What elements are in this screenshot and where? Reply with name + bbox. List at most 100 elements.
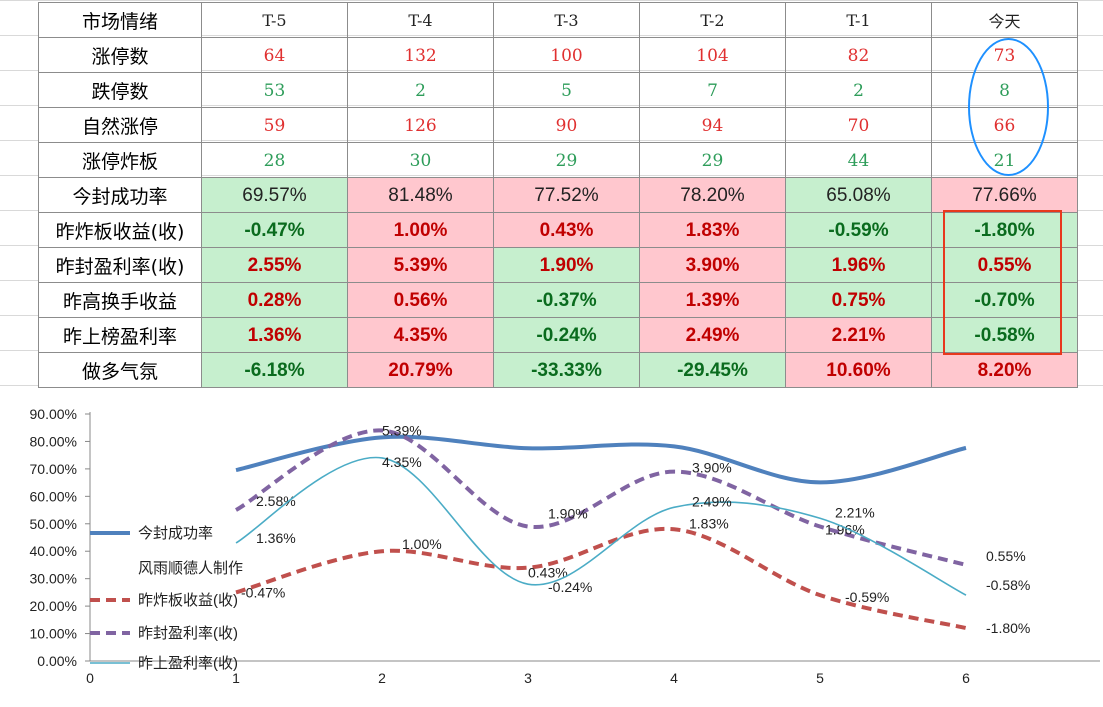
row-label-2: 自然涨停	[38, 107, 202, 143]
row-label-1-text: 跌停数	[91, 80, 149, 103]
cell-9-5: 8.20%	[931, 352, 1078, 388]
data-label: 1.83%	[689, 515, 729, 531]
row-label-6: 昨封盈利率(收)	[38, 247, 202, 283]
cell-4-0-text: 69.57%	[242, 184, 307, 206]
y-tick-label: 30.00%	[30, 571, 77, 587]
row-label-7-text: 昨高换手收益	[62, 290, 177, 313]
header-col-3-text: T-2	[700, 11, 725, 30]
legend-label: 昨上盈利率(收)	[138, 655, 238, 672]
x-tick-label: 6	[962, 670, 970, 686]
cell-5-2-text: 0.43%	[539, 219, 594, 241]
cell-0-2: 100	[493, 37, 640, 73]
cell-5-4: -0.59%	[785, 212, 932, 248]
cell-6-2-text: 1.90%	[539, 254, 594, 276]
table-row: 涨停数 64 132 100 104 82 73	[38, 37, 1078, 73]
cell-6-1-text: 5.39%	[393, 254, 448, 276]
cell-2-2: 90	[493, 107, 640, 143]
cell-3-2-text: 29	[555, 151, 578, 171]
cell-5-2: 0.43%	[493, 212, 640, 248]
cell-3-3: 29	[639, 142, 786, 178]
cell-3-0-text: 28	[263, 151, 286, 171]
table-row: 做多气氛 -6.18% 20.79% -33.33% -29.45% 10.60% 8.20…	[38, 352, 1078, 388]
cell-8-3: 2.49%	[639, 317, 786, 353]
cell-4-5: 77.66%	[931, 177, 1078, 213]
cell-4-3: 78.20%	[639, 177, 786, 213]
cell-2-0: 59	[201, 107, 348, 143]
cell-1-1-text: 2	[415, 81, 426, 101]
data-label: 1.90%	[548, 506, 588, 522]
cell-1-0-text: 53	[263, 81, 286, 101]
cell-8-0: 1.36%	[201, 317, 348, 353]
data-label: 4.35%	[382, 454, 422, 470]
header-col-2-text: T-3	[554, 11, 579, 30]
cell-7-1: 0.56%	[347, 282, 494, 318]
header-col-4-text: T-1	[846, 11, 871, 30]
cell-8-2-text: -0.24%	[536, 324, 597, 346]
table-row: 昨高换手收益 0.28% 0.56% -0.37% 1.39% 0.75% -0.70%	[38, 282, 1078, 318]
cell-0-4-text: 82	[847, 46, 870, 66]
cell-3-4: 44	[785, 142, 932, 178]
cell-4-5-text: 77.66%	[972, 184, 1037, 206]
cell-9-4-text: 10.60%	[826, 359, 891, 381]
cell-4-2-text: 77.52%	[534, 184, 599, 206]
row-label-0: 涨停数	[38, 37, 202, 73]
cell-9-1-text: 20.79%	[388, 359, 453, 381]
cell-0-1-text: 132	[404, 46, 437, 66]
cell-1-4-text: 2	[853, 81, 864, 101]
cell-7-1-text: 0.56%	[393, 289, 448, 311]
y-tick-label: 40.00%	[30, 543, 77, 559]
row-label-9-text: 做多气氛	[81, 360, 158, 383]
data-label: -1.80%	[986, 620, 1030, 636]
cell-7-2: -0.37%	[493, 282, 640, 318]
y-tick-label: 80.00%	[30, 433, 77, 449]
series-line-0	[235, 434, 967, 485]
cell-5-3-text: 1.83%	[685, 219, 740, 241]
y-tick-label: 60.00%	[30, 488, 77, 504]
data-label: -0.47%	[241, 584, 285, 600]
x-tick-label: 3	[524, 670, 532, 686]
cell-6-0-text: 2.55%	[247, 254, 302, 276]
row-label-7: 昨高换手收益	[38, 282, 202, 318]
cell-6-3-text: 3.90%	[685, 254, 740, 276]
cell-7-0-text: 0.28%	[247, 289, 302, 311]
table-row: 今封成功率 69.57% 81.48% 77.52% 78.20% 65.08% 77.66…	[38, 177, 1078, 213]
cell-4-2: 77.52%	[493, 177, 640, 213]
series-line-2	[235, 428, 967, 567]
cell-6-3: 3.90%	[639, 247, 786, 283]
legend-note: 风雨顺德人制作	[138, 559, 243, 577]
cell-7-5: -0.70%	[931, 282, 1078, 318]
row-label-9: 做多气氛	[38, 352, 202, 388]
cell-5-5: -1.80%	[931, 212, 1078, 248]
row-label-6-text: 昨封盈利率(收)	[55, 255, 185, 278]
y-tick-label: 0.00%	[37, 653, 77, 669]
row-label-0-text: 涨停数	[91, 45, 149, 68]
cell-1-3: 7	[639, 72, 786, 108]
chart-svg: 0.00% 10.00% 20.00% 30.00% 40.00% 50.00% 60.00…	[30, 406, 1100, 686]
x-tick-label: 4	[670, 670, 678, 686]
header-col-2: T-3	[493, 2, 640, 38]
cell-1-3-text: 7	[707, 81, 718, 101]
cell-8-4: 2.21%	[785, 317, 932, 353]
header-label-cell-text: 市场情绪	[81, 10, 158, 33]
cell-2-4-text: 70	[847, 116, 870, 136]
x-tick-label: 1	[232, 670, 240, 686]
row-label-5: 昨炸板收益(收)	[38, 212, 202, 248]
header-col-5: 今天	[931, 2, 1078, 38]
sentiment-line-chart: 0.00% 10.00% 20.00% 30.00% 40.00% 50.00% 60.00…	[0, 390, 1103, 707]
x-tick-label: 2	[378, 670, 386, 686]
cell-3-2: 29	[493, 142, 640, 178]
header-col-1-text: T-4	[408, 11, 433, 30]
table-row: 昨炸板收益(收) -0.47% 1.00% 0.43% 1.83% -0.59% -1.80…	[38, 212, 1078, 248]
data-label: -0.24%	[548, 579, 592, 595]
cell-2-0-text: 59	[263, 116, 286, 136]
cell-7-2-text: -0.37%	[536, 289, 597, 311]
cell-6-5: 0.55%	[931, 247, 1078, 283]
series-line-1	[235, 526, 967, 631]
series-line-3	[235, 456, 967, 596]
data-label: 0.55%	[986, 548, 1026, 564]
cell-9-2: -33.33%	[493, 352, 640, 388]
cell-5-0: -0.47%	[201, 212, 348, 248]
row-label-3-text: 涨停炸板	[81, 150, 158, 173]
cell-6-5-text: 0.55%	[977, 254, 1032, 276]
data-label: 2.49%	[692, 493, 732, 509]
